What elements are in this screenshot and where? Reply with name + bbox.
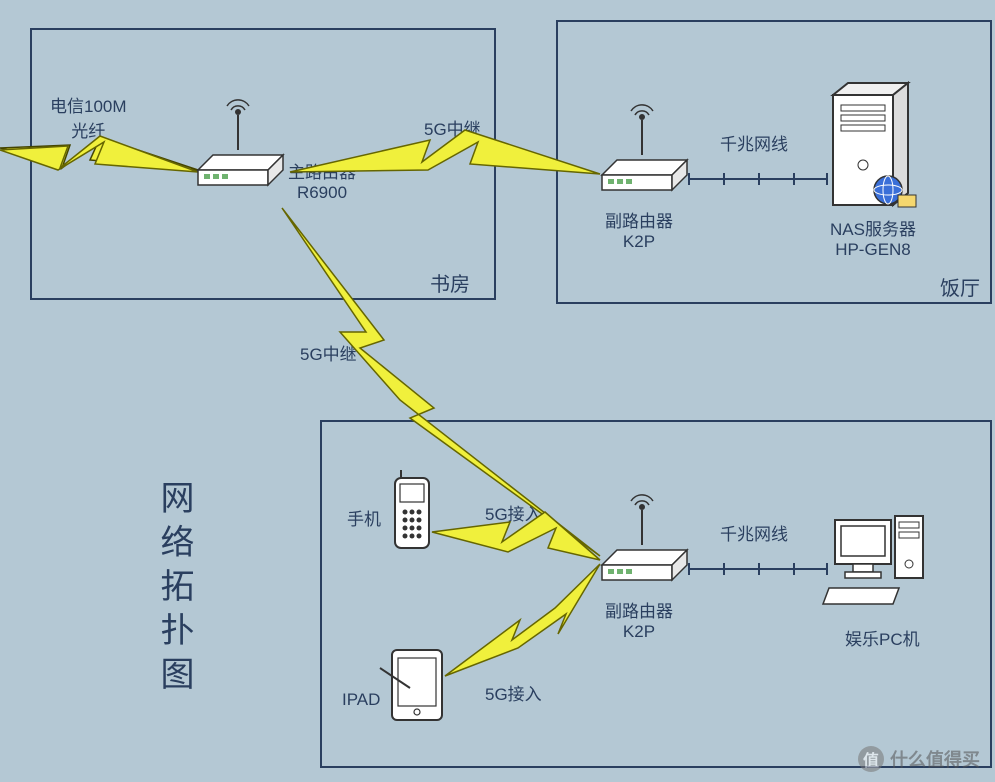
pc-label: 娱乐PC机: [845, 625, 920, 650]
nas-label: NAS服务器 HP-GEN8: [830, 215, 916, 260]
room-study: [30, 28, 496, 300]
watermark: 值 什么值得买: [858, 746, 980, 772]
room-living: [320, 420, 992, 768]
sub-router2-label: 副路由器 K2P: [605, 597, 673, 642]
sub-router1-label: 副路由器 K2P: [605, 207, 673, 252]
relay1-label: 5G中继: [424, 115, 481, 140]
watermark-icon: 值: [858, 746, 884, 772]
relay2-label: 5G中继: [300, 340, 357, 365]
ethernet-line-2: [688, 568, 828, 570]
diagram-title: 网络拓扑图: [150, 480, 199, 700]
room-study-label: 书房: [430, 268, 470, 297]
eth1-label: 千兆网线: [720, 130, 788, 155]
room-dining-label: 饭厅: [940, 272, 980, 301]
watermark-text: 什么值得买: [890, 746, 980, 772]
phone-label: 手机: [347, 505, 381, 530]
access2-label: 5G接入: [485, 680, 542, 705]
access1-label: 5G接入: [485, 500, 542, 525]
isp-label: 电信100M 光纤: [50, 92, 127, 142]
main-router-label: 主路由器 R6900: [288, 158, 356, 203]
ethernet-line-1: [688, 178, 828, 180]
ipad-label: IPAD: [342, 690, 380, 710]
eth2-label: 千兆网线: [720, 520, 788, 545]
room-dining: [556, 20, 992, 304]
